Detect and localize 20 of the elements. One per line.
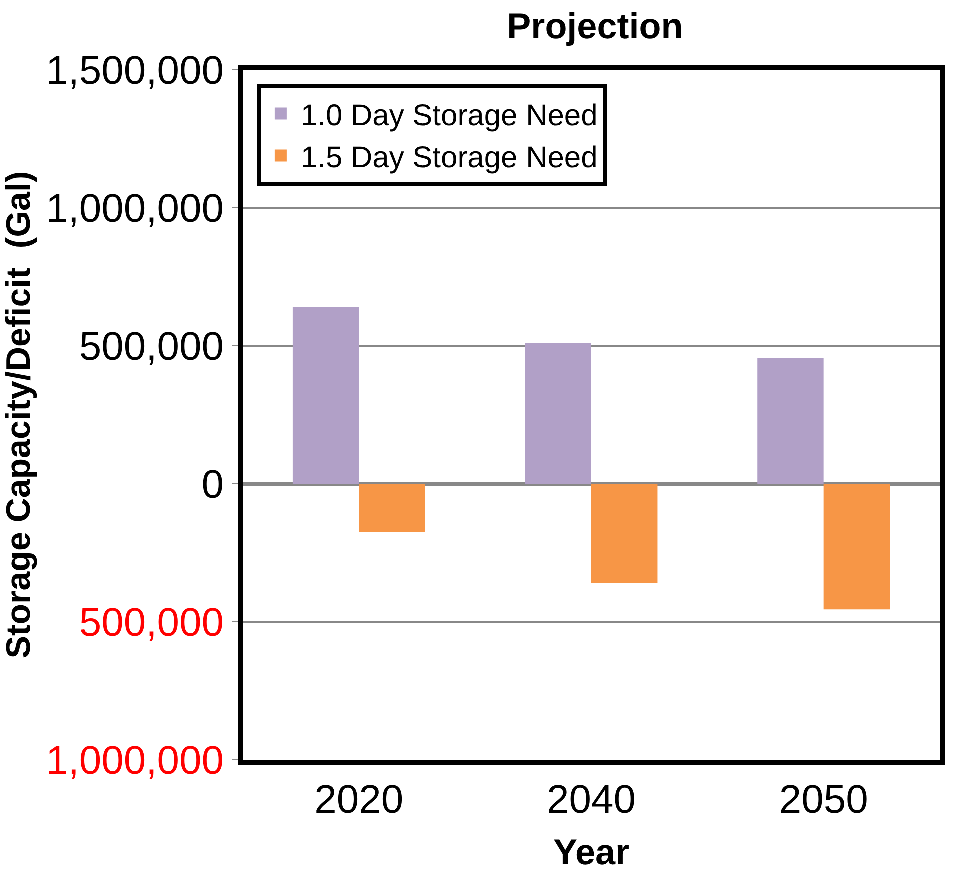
bar	[758, 358, 824, 484]
y-tick-label: 500,000	[79, 601, 224, 645]
y-tick-label: 1,000,000	[46, 739, 224, 783]
legend-label: 1.5 Day Storage Need	[300, 142, 598, 174]
y-axis-title: Storage Capacity/Deficit (Gal)	[0, 171, 38, 659]
y-tick-label: 500,000	[79, 325, 224, 369]
x-tick-label: 2050	[779, 778, 868, 822]
bar	[592, 484, 658, 584]
bar	[359, 484, 426, 532]
x-axis-title: Year	[553, 832, 630, 873]
y-tick-label: 1,000,000	[46, 187, 224, 231]
x-tick-label: 2020	[314, 778, 404, 822]
bar	[525, 343, 592, 484]
x-tick-label: 2040	[547, 778, 636, 822]
bar	[824, 484, 890, 610]
legend-label: 1.0 Day Storage Need	[300, 100, 598, 132]
y-tick-label: 1,500,000	[46, 49, 224, 93]
y-tick-label: 0	[202, 463, 224, 507]
chart-title: Projection	[507, 5, 684, 46]
bar	[292, 307, 360, 484]
